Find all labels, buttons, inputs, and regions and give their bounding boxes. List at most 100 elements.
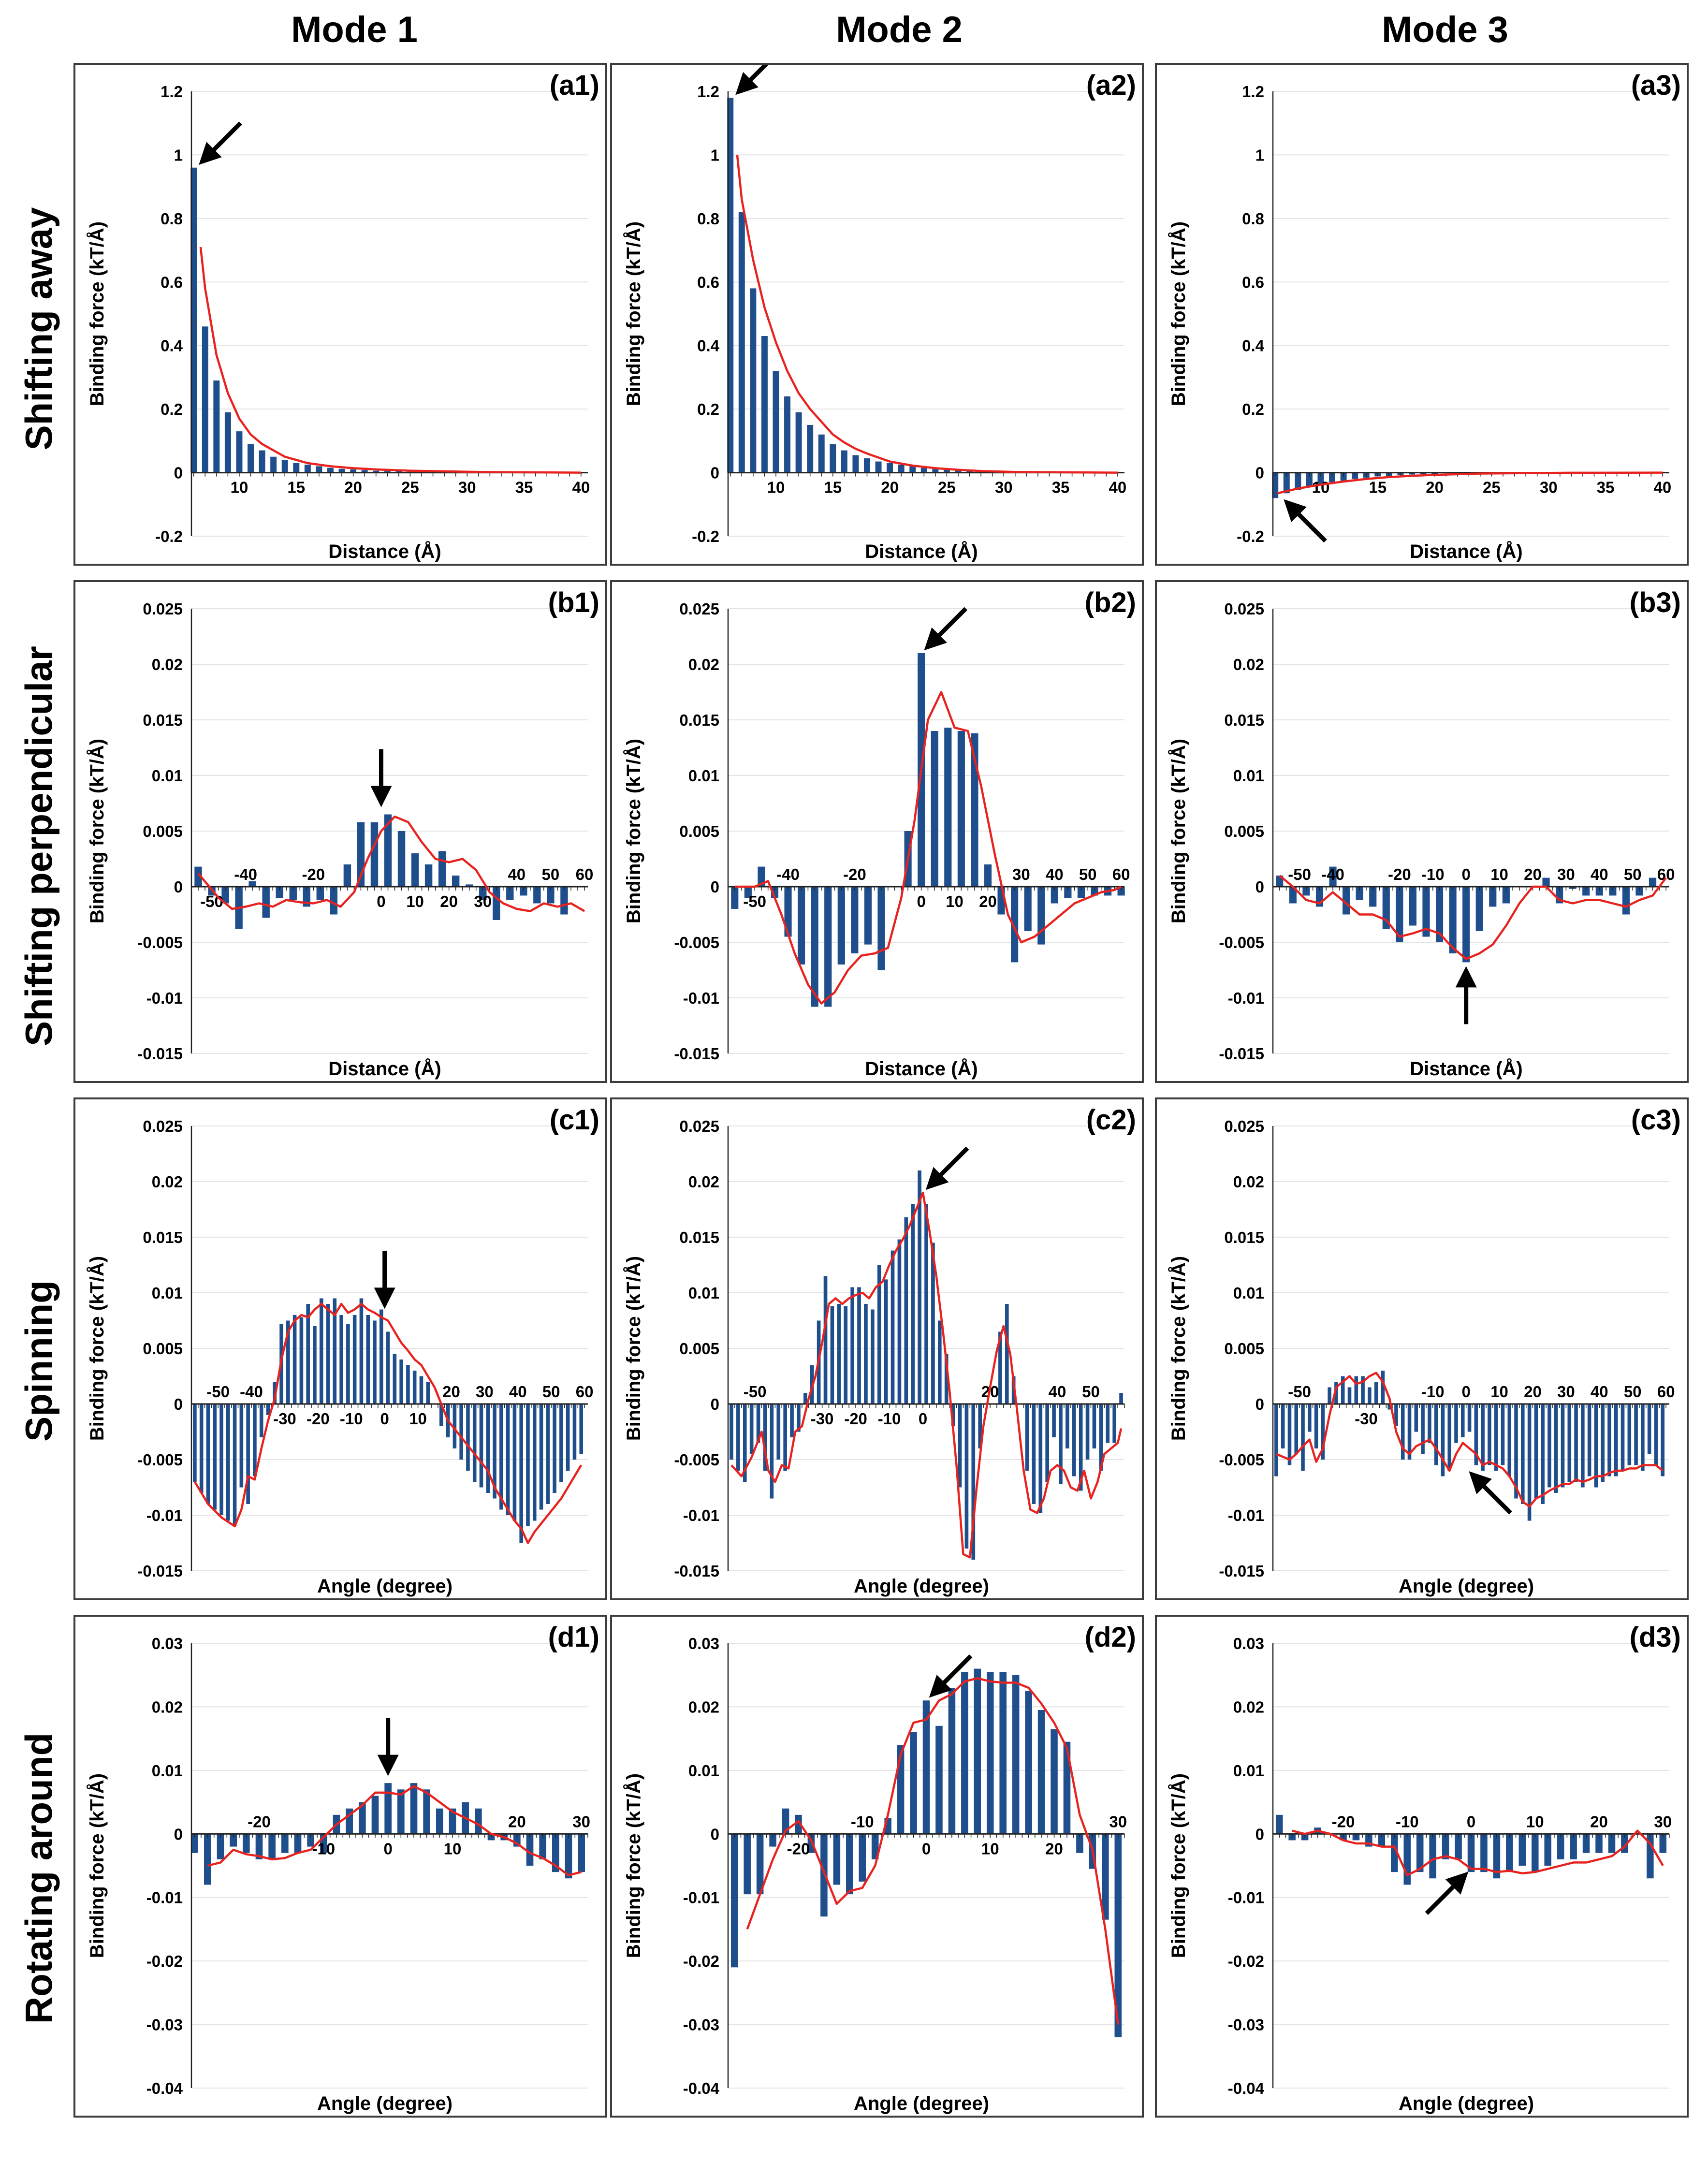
x-tick-label: 0 [377,892,385,910]
x-tick-label: 0 [380,1410,389,1428]
bar [1609,887,1617,896]
arrow-head-icon [377,1754,399,1776]
x-tick-label: 15 [824,479,842,497]
y-tick-label: 0.02 [688,656,719,673]
bar [206,1404,210,1504]
bar [1460,1404,1465,1437]
arrow-shaft [1480,1483,1513,1515]
bar [1614,1404,1618,1476]
bar [1401,1404,1405,1460]
bar [1340,472,1347,481]
bar [397,1789,405,1834]
bar [890,1250,895,1404]
bar [1607,1404,1611,1476]
bar [1462,887,1470,963]
x-tick-label: 25 [938,479,956,497]
y-axis-title: Binding force (kT/Å) [623,739,644,923]
x-axis-title: Distance (Å) [1410,541,1522,562]
bar [213,380,220,473]
x-tick-label: -20 [844,1410,867,1428]
bar [506,887,514,900]
bar [761,336,768,473]
x-tick-label: 60 [576,1383,594,1401]
bar [1343,887,1350,915]
bar [281,460,288,473]
y-tick-label: 0.015 [679,1228,719,1246]
x-tick-label: -20 [787,1840,810,1857]
bar [1079,1404,1083,1491]
bar [824,887,832,1007]
bar [1494,1404,1498,1471]
bar [350,469,357,473]
bar [512,1404,517,1521]
y-axis-title: Binding force (kT/Å) [86,221,108,406]
y-tick-label: -0.01 [1228,1889,1264,1907]
x-tick-label: 40 [1591,865,1608,883]
y-tick-label: 0.005 [679,822,719,840]
bar [978,1404,982,1448]
bar [327,468,334,473]
bar [743,1404,747,1482]
bar [411,853,419,887]
bar [270,456,277,473]
bar [1092,1404,1096,1448]
bar [1527,1404,1532,1521]
y-tick-label: 0.4 [1242,337,1265,355]
y-tick-label: 0.01 [688,1762,719,1780]
bar [783,1404,787,1471]
bar [897,1239,902,1404]
arrow-head-icon [1455,966,1477,988]
bar [803,1393,807,1404]
bar [233,1404,237,1526]
arrow-head-icon [199,142,222,165]
x-tick-label: -50 [1288,865,1311,883]
bar [1467,1404,1472,1432]
bar [1622,887,1630,915]
x-tick-label: 20 [1590,1813,1608,1830]
panel-label: (a2) [1086,70,1136,101]
y-tick-label: 0.015 [143,1228,183,1246]
bar [493,887,500,920]
row-title-shifting-away: Shifting away [17,207,60,451]
bar [1587,1404,1591,1476]
x-axis-title: Distance (Å) [1410,1058,1522,1080]
bar [974,1668,981,1834]
bar [830,444,836,473]
bar [1051,1729,1058,1834]
chart-panel-b3: 0.025 0.02 0.015 0.01 0.005 0 -0.005 -0.01 -0.01… [1155,580,1689,1083]
bar [795,1814,802,1834]
x-tick-label: -50 [200,892,223,910]
chart-svg: 1.2 1 0.8 0.6 0.4 0.2 0 -0.2 10 15 20 25 30 35 40 (a3) D… [1168,70,1681,562]
arrow-head-icon [1469,1471,1492,1494]
bar [370,822,379,887]
bar [1501,1404,1505,1465]
bar [749,1404,754,1454]
panel-label: (b2) [1085,587,1136,618]
y-tick-label: 0.02 [1233,1698,1264,1716]
bar [820,1834,828,1917]
y-tick-label: 0.01 [152,767,183,785]
y-tick-label: 0 [711,464,719,482]
bar [944,1354,949,1404]
bar [1334,1382,1338,1404]
y-tick-label: 0 [174,464,183,482]
bar [304,465,311,473]
bar [230,1834,237,1847]
bar [1428,1404,1431,1443]
chart-svg: 0.025 0.02 0.015 0.01 0.005 0 -0.005 -0.01 -0.01… [623,587,1136,1080]
x-tick-label: 50 [542,865,560,883]
x-tick-label: 35 [515,479,533,497]
x-tick-label: 40 [509,1383,527,1401]
arrow-shaft [940,1654,973,1686]
bar [243,1834,250,1853]
bar [999,1672,1007,1834]
y-tick-label: 0 [1255,464,1264,482]
bar [1407,1404,1412,1460]
chart-svg: 1.2 1 0.8 0.6 0.4 0.2 0 -0.2 10 15 20 25 30 35 40 (a2) D… [623,65,1136,562]
bar [1447,1404,1451,1471]
bar [877,887,885,970]
x-tick-label: 15 [1369,479,1387,497]
y-axis-title: Binding force (kT/Å) [1168,739,1189,923]
chart-panel-d1: 0.03 0.02 0.01 0 -0.01 -0.02 -0.03 -0.04 -20 -10 0… [73,1615,607,2118]
y-tick-label: 0.02 [1233,1173,1264,1191]
